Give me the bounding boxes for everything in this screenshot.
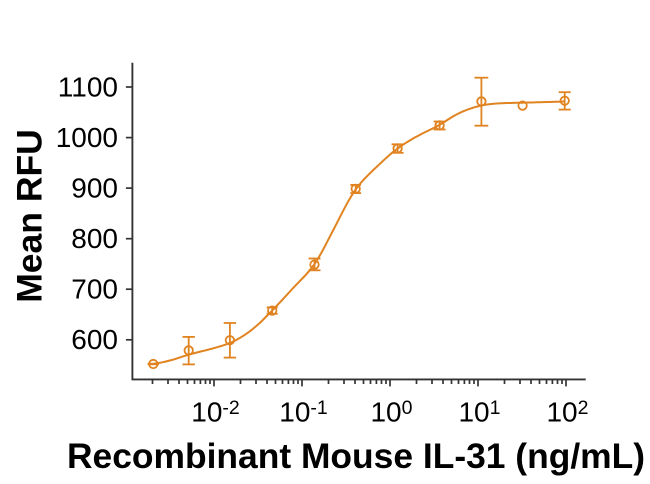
svg-text:700: 700 xyxy=(71,274,118,305)
svg-text:900: 900 xyxy=(71,172,118,203)
svg-text:1000: 1000 xyxy=(56,122,118,153)
svg-text:1100: 1100 xyxy=(58,71,118,102)
svg-text:10-2: 10-2 xyxy=(191,397,240,428)
svg-text:600: 600 xyxy=(71,324,118,355)
svg-text:800: 800 xyxy=(71,223,118,254)
svg-text:Mean RFU: Mean RFU xyxy=(10,129,50,303)
svg-text:Recombinant Mouse IL-31 (ng/mL: Recombinant Mouse IL-31 (ng/mL) xyxy=(67,436,645,476)
